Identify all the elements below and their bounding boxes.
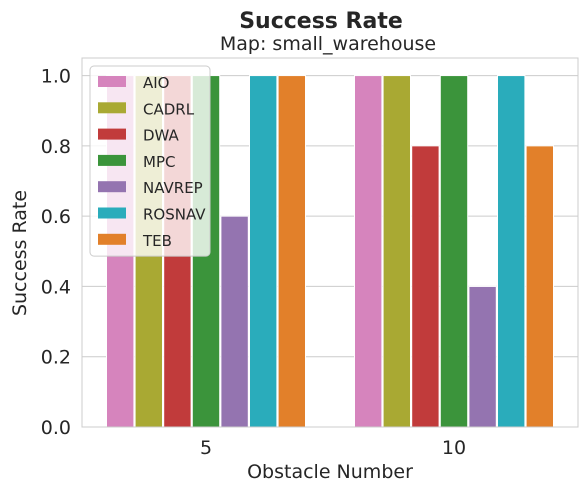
legend-label-rosnav: ROSNAV [143,206,206,224]
legend-swatch-dwa [98,128,126,140]
legend-label-cadrl: CADRL [143,100,195,118]
y-tick-label: 0.0 [41,417,71,439]
legend-label-teb: TEB [142,232,172,250]
bar-teb-10 [525,145,554,428]
y-axis-label: Success Rate [9,190,31,316]
legend-label-aio: AIO [143,74,170,92]
legend-swatch-rosnav [98,207,126,219]
bar-navrep-5 [220,215,249,428]
bar-navrep-10 [468,285,497,428]
bar-cadrl-10 [382,75,412,428]
x-axis-label: Obstacle Number [247,461,413,483]
legend: AIO CADRL DWA MPC NAVREP ROSNAV TEB [89,65,211,257]
legend-swatch-cadrl [98,102,126,114]
plot-border [81,57,579,428]
bar-teb-5 [277,75,307,428]
y-tick-labels: 0.0 0.2 0.4 0.6 0.8 1.0 [41,66,71,439]
legend-label-navrep: NAVREP [143,179,203,197]
legend-label-mpc: MPC [143,153,175,171]
y-tick-label: 0.6 [41,206,71,228]
y-tick-label: 0.2 [41,347,71,369]
legend-swatch-teb [98,233,126,245]
y-tick-label: 0.8 [41,136,71,158]
y-tick-label: 0.4 [41,276,71,298]
y-tick-label: 1.0 [41,66,71,88]
x-tick-label: 5 [200,437,212,459]
x-tick-label: 10 [442,437,466,459]
legend-swatch-mpc [98,154,126,166]
legend-swatch-navrep [98,181,126,193]
legend-label-dwa: DWA [143,127,180,145]
plot-frame [81,57,579,428]
chart-subtitle: Map: small_warehouse [220,33,436,55]
bar-dwa-10 [411,145,440,428]
bar-rosnav-5 [249,75,278,428]
legend-swatch-aio [98,76,126,87]
x-tick-labels: 5 10 [200,437,466,459]
bar-rosnav-10 [497,75,526,428]
chart-title: Success Rate [239,9,403,34]
bar-aio-10 [354,75,383,428]
bar-mpc-10 [439,75,469,428]
